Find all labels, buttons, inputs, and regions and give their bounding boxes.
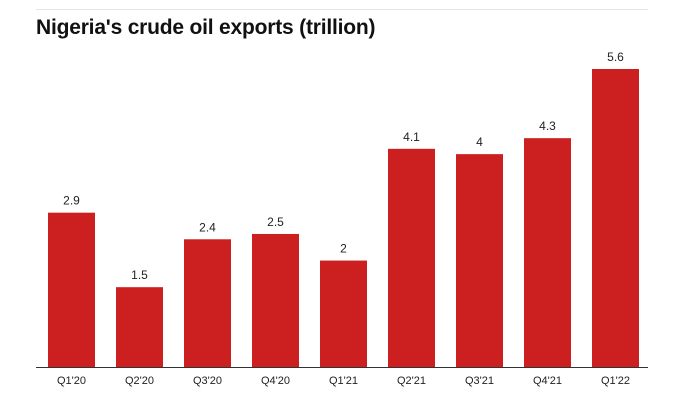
bar-Q2'21 [388,148,435,367]
bar-Q1'22 [592,69,639,367]
data-label: 2.5 [267,215,284,229]
bar-Q3'21 [456,154,503,367]
data-label: 1.5 [131,268,148,282]
data-label: 2.9 [63,194,80,208]
x-tick-label: Q1'22 [601,375,630,387]
x-tick-label: Q4'20 [261,375,290,387]
bar-Q4'21 [524,138,571,367]
chart-title: Nigeria's crude oil exports (trillion) [36,16,376,39]
data-label: 4 [476,135,483,149]
bar-Q3'20 [184,239,231,367]
bar-Q4'20 [252,233,299,367]
x-tick-label: Q1'21 [329,375,358,387]
data-label: 2 [340,242,347,256]
data-label: 4.1 [403,130,420,144]
x-tick-label: Q3'21 [465,375,494,387]
bar-Q1'20 [48,212,95,367]
bar-Q2'20 [116,287,163,367]
x-tick-label: Q1'20 [57,375,86,387]
data-label: 2.4 [199,220,216,234]
x-tick-label: Q4'21 [533,375,562,387]
data-label: 5.6 [607,50,624,64]
top-rule [36,9,648,10]
x-tick-label: Q2'20 [125,375,154,387]
data-label: 4.3 [539,119,556,133]
x-tick-label: Q3'20 [193,375,222,387]
x-tick-label: Q2'21 [397,375,426,387]
bar-Q1'21 [320,260,367,367]
